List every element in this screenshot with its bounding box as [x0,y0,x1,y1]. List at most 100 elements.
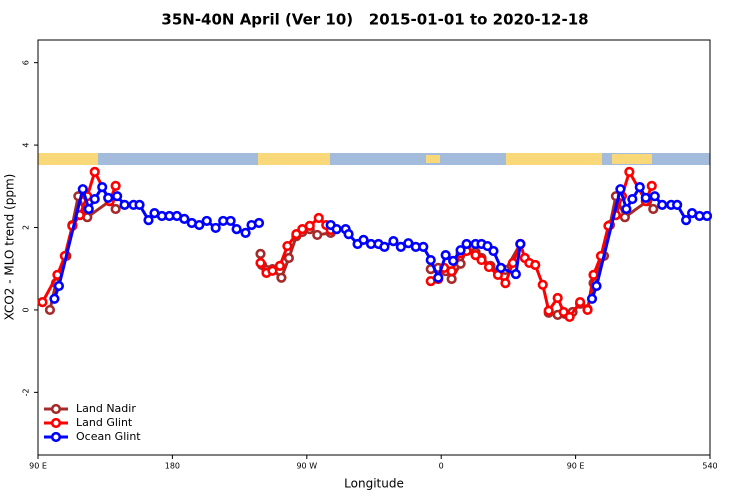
point [134,199,145,210]
point [194,219,205,231]
point [388,236,399,247]
x-axis-label: Longitude [344,477,404,491]
point [83,203,94,215]
point [495,262,507,273]
point [77,184,88,195]
point [110,203,121,215]
point [582,304,593,316]
point [433,272,444,283]
series-line [48,191,655,317]
legend-item: Ocean Glint [44,430,141,443]
point [49,293,60,304]
point [681,214,692,226]
x-tick-label: 0 [439,462,444,471]
point [672,199,683,210]
point [461,238,472,250]
x-tick-label: 90 E [567,462,585,471]
point [425,254,436,266]
point [552,292,563,304]
point [89,166,100,177]
point [640,192,651,203]
point [276,272,287,283]
point [240,227,251,238]
point [403,238,414,249]
point [543,305,554,316]
point [530,259,541,271]
legend-marker [50,417,62,429]
legend-label: Ocean Glint [76,430,141,443]
point [488,245,499,257]
point [648,203,659,215]
chart-title: 35N-40N April (Ver 10) 2015-01-01 to 202… [161,11,588,29]
point [282,240,293,252]
land-band [38,153,98,165]
ocean-band [38,153,710,165]
point [97,182,108,193]
point [537,279,548,290]
point [476,254,487,266]
land-band [426,155,440,163]
y-tick-label: 6 [22,60,31,65]
point [515,238,526,250]
land-band [506,153,602,165]
point [619,212,630,223]
point [343,229,354,240]
point [646,180,657,191]
point [112,191,123,202]
legend-label: Land Nadir [76,402,136,415]
y-tick-label: 4 [22,143,31,148]
point [455,245,466,256]
legend-item: Land Glint [44,416,133,429]
point [89,193,100,205]
point [574,297,586,308]
point [37,297,48,308]
point [53,280,65,292]
y-axis-label: XCO2 - MLO trend (ppm) [3,174,17,321]
point [500,278,511,289]
point [331,224,342,235]
point [483,261,495,273]
land-mask-band [38,153,710,165]
point [418,241,429,252]
point [304,220,315,231]
point [231,224,242,235]
point [627,193,638,205]
point [255,248,266,259]
point [312,229,323,241]
point [510,268,521,280]
point [615,184,626,195]
point [395,241,406,252]
point [143,214,154,226]
point [649,191,660,202]
land-band [258,153,330,165]
point [358,234,369,245]
point [201,215,212,227]
point [624,166,635,177]
point [103,192,114,203]
point [210,222,221,234]
point [657,199,668,210]
x-tick-label: 180 [165,462,180,471]
plot-frame [37,39,711,456]
land-band [612,154,652,164]
point [119,199,130,210]
point [110,180,121,191]
point [44,304,56,316]
point [634,182,645,193]
point [588,269,599,281]
y-tick-label: 0 [22,307,31,312]
legend-label: Land Glint [76,416,133,429]
point [448,255,459,266]
point [179,213,190,224]
x-tick-label: 540 [702,462,717,471]
series [44,191,659,320]
point [313,212,324,224]
point [440,250,451,261]
point [446,266,457,277]
point [591,280,602,292]
point [586,293,598,304]
series [37,166,657,323]
point [253,217,265,229]
y-tick-label: 2 [22,225,31,230]
